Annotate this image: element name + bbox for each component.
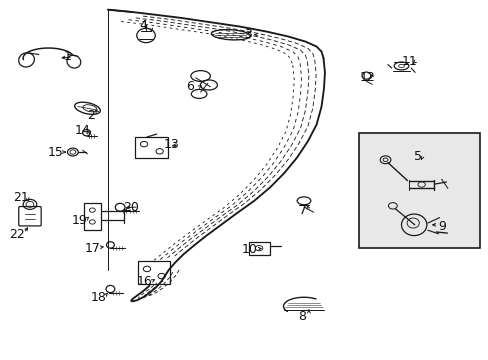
Text: 11: 11: [401, 55, 416, 68]
Text: 22: 22: [9, 228, 24, 241]
Text: 2: 2: [87, 109, 95, 122]
Text: 21: 21: [13, 192, 29, 204]
Text: 13: 13: [163, 138, 179, 151]
Text: 7: 7: [298, 204, 306, 217]
Text: 20: 20: [123, 202, 139, 215]
Text: 4: 4: [139, 19, 147, 32]
Text: 15: 15: [47, 145, 63, 158]
Text: 3: 3: [244, 28, 252, 41]
Text: 5: 5: [413, 150, 421, 163]
Text: 12: 12: [359, 71, 374, 84]
Text: 16: 16: [136, 275, 152, 288]
Text: 9: 9: [437, 220, 445, 233]
Text: 6: 6: [185, 80, 193, 93]
Text: 18: 18: [90, 291, 106, 304]
Text: 14: 14: [75, 124, 90, 138]
Bar: [135, 137, 168, 158]
Bar: [249, 242, 269, 255]
Bar: [138, 261, 170, 284]
Text: 1: 1: [64, 50, 72, 63]
Bar: [83, 203, 101, 230]
Bar: [358, 134, 479, 248]
Text: 19: 19: [72, 214, 87, 227]
Text: 8: 8: [297, 310, 305, 323]
Text: 17: 17: [84, 242, 100, 255]
Text: 10: 10: [241, 243, 257, 256]
